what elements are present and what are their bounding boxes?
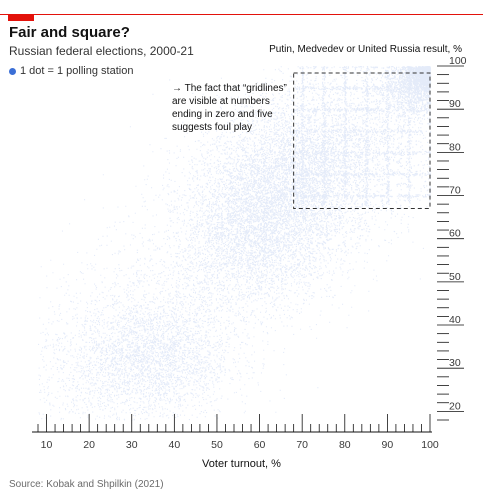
legend-dot-icon — [9, 67, 16, 75]
legend-label: 1 dot = 1 polling station — [20, 65, 134, 77]
scatter-dots — [38, 66, 432, 421]
y-tick-label: 30 — [449, 357, 461, 369]
top-rule — [0, 14, 483, 15]
y-tick-label: 50 — [449, 271, 461, 283]
chart-title: Fair and square? — [9, 24, 130, 41]
y-tick-label: 90 — [449, 98, 461, 110]
legend: 1 dot = 1 polling station — [9, 65, 133, 77]
x-tick-label: 50 — [211, 439, 223, 451]
x-tick-label: 60 — [254, 439, 266, 451]
x-tick-label: 80 — [339, 439, 351, 451]
source-note: Source: Kobak and Shpilkin (2021) — [9, 479, 164, 490]
x-tick-label: 20 — [83, 439, 95, 451]
x-tick-label: 70 — [296, 439, 308, 451]
highlight-box — [293, 72, 431, 209]
annotation: → The fact that “gridlines” are visible … — [172, 83, 287, 133]
x-tick-label: 90 — [382, 439, 394, 451]
y-tick-label: 40 — [449, 314, 461, 326]
x-tick-label: 100 — [421, 439, 439, 451]
chart-subtitle: Russian federal elections, 2000-21 — [9, 44, 194, 58]
y-tick-label: 60 — [449, 228, 461, 240]
x-axis-label: Voter turnout, % — [202, 458, 281, 470]
axes: 10 20 30 40 50 60 70 80 90 100 20 30 40 50 60 70 80 90 100 — [32, 55, 467, 451]
y-tick-label: 70 — [449, 185, 461, 197]
brand-tag — [8, 14, 34, 21]
y-tick-label: 80 — [449, 141, 461, 153]
y-tick-label: 100 — [449, 55, 467, 67]
y-axis-label: Putin, Medvedev or United Russia result,… — [269, 44, 462, 55]
x-tick-label: 10 — [41, 439, 53, 451]
x-tick-label: 40 — [169, 439, 181, 451]
y-tick-label: 20 — [449, 400, 461, 412]
scatter-points — [38, 66, 432, 421]
x-tick-label: 30 — [126, 439, 138, 451]
